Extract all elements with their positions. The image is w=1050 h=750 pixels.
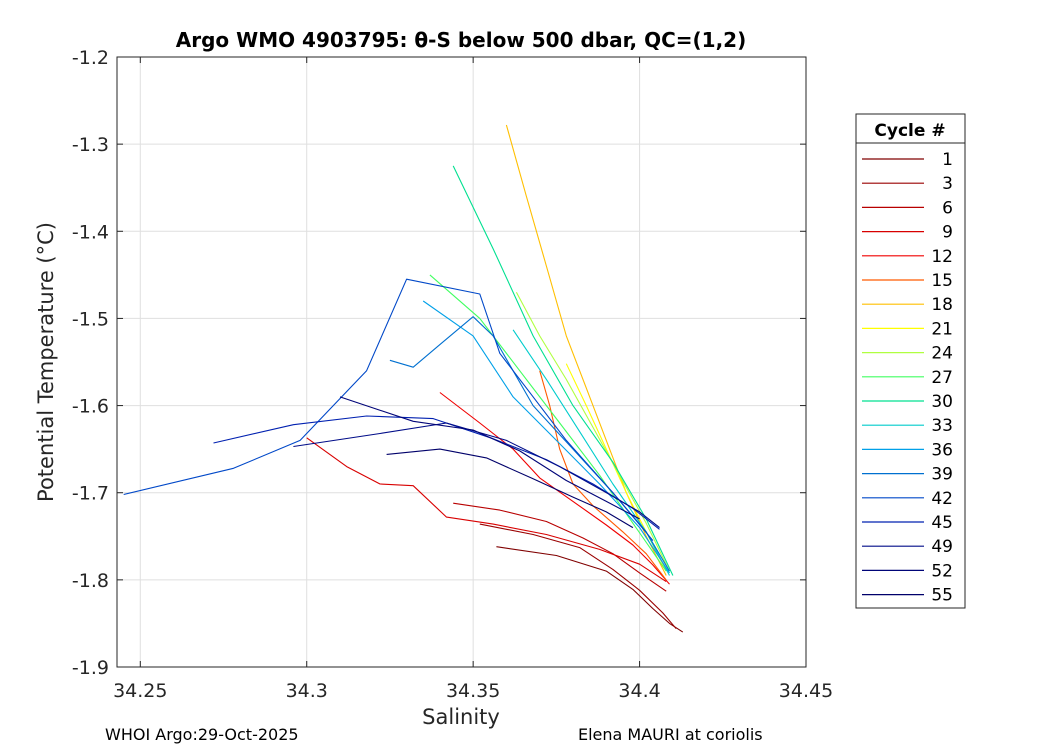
series-line-cycle-9 xyxy=(306,437,667,583)
legend-label-cycle-42: 42 xyxy=(931,489,953,509)
x-tick-label: 34.4 xyxy=(618,680,660,702)
series-line-cycle-49 xyxy=(293,422,660,529)
legend-label-cycle-33: 33 xyxy=(931,416,953,436)
x-tick-label: 34.25 xyxy=(113,680,167,702)
legend-label-cycle-55: 55 xyxy=(931,586,953,606)
series-line-cycle-6 xyxy=(453,502,667,592)
y-tick-label: -1.2 xyxy=(72,47,109,69)
x-tick-label: 34.45 xyxy=(779,680,833,702)
y-tick-label: -1.3 xyxy=(72,134,109,156)
series-line-cycle-3 xyxy=(479,523,677,630)
legend-label-cycle-36: 36 xyxy=(931,440,953,460)
y-tick-label: -1.9 xyxy=(72,657,109,679)
x-tick-label: 34.3 xyxy=(286,680,328,702)
legend-title: Cycle # xyxy=(874,121,945,141)
legend-label-cycle-24: 24 xyxy=(931,344,953,364)
legend: Cycle # 13691215182124273033363942454952… xyxy=(855,113,966,609)
legend-label-cycle-3: 3 xyxy=(942,174,953,194)
legend-label-cycle-30: 30 xyxy=(931,392,953,412)
series-line-cycle-1 xyxy=(496,546,684,633)
legend-box xyxy=(855,113,966,609)
series-line-cycle-36 xyxy=(422,300,670,574)
legend-label-cycle-21: 21 xyxy=(931,319,953,339)
series-layer xyxy=(123,124,684,633)
legend-label-cycle-39: 39 xyxy=(931,465,953,485)
y-tick-label: -1.8 xyxy=(72,570,109,592)
plot-frame xyxy=(116,56,807,668)
plot-area xyxy=(117,57,806,667)
legend-label-cycle-52: 52 xyxy=(931,561,953,581)
y-axis-label: Potential Temperature (°C) xyxy=(34,222,58,502)
legend-label-cycle-18: 18 xyxy=(931,295,953,315)
footer-right: Elena MAURI at coriolis xyxy=(578,725,763,744)
series-line-cycle-52 xyxy=(339,396,640,520)
axis-ticks: 34.25 34.3 34.35 34.4 34.45 -1.2 -1.3 -1.4 -1.5 -… xyxy=(72,47,833,702)
x-tick-label: 34.35 xyxy=(446,680,500,702)
series-line-cycle-24 xyxy=(515,292,670,572)
y-tick-label: -1.6 xyxy=(72,396,109,418)
chart-title: Argo WMO 4903795: θ-S below 500 dbar, QC… xyxy=(176,28,746,52)
series-line-cycle-12 xyxy=(439,392,670,585)
legend-label-cycle-49: 49 xyxy=(931,537,953,557)
series-line-cycle-42 xyxy=(123,278,654,541)
legend-label-cycle-27: 27 xyxy=(931,368,953,388)
footer-left: WHOI Argo:29-Oct-2025 xyxy=(105,725,299,744)
x-axis-label: Salinity xyxy=(422,705,500,729)
legend-label-cycle-15: 15 xyxy=(931,271,953,291)
series-line-cycle-27 xyxy=(429,274,667,572)
series-line-cycle-55 xyxy=(386,448,634,529)
legend-label-cycle-6: 6 xyxy=(942,198,953,218)
legend-label-cycle-12: 12 xyxy=(931,247,953,267)
legend-label-cycle-9: 9 xyxy=(942,223,953,243)
y-tick-label: -1.4 xyxy=(72,221,109,243)
y-tick-label: -1.5 xyxy=(72,308,109,330)
legend-label-cycle-45: 45 xyxy=(931,513,953,533)
y-tick-label: -1.7 xyxy=(72,483,109,505)
legend-label-cycle-1: 1 xyxy=(942,150,953,170)
